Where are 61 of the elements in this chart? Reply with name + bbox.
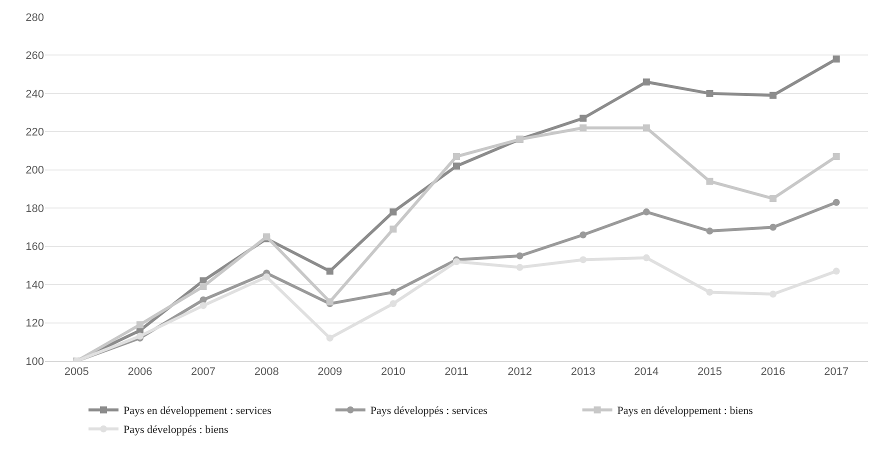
y-tick-label: 260 [26,50,44,62]
x-tick-label: 2008 [254,366,279,378]
x-tick-label: 2010 [380,366,406,378]
y-tick-label: 100 [26,356,44,368]
y-tick-label: 280 [26,12,44,24]
point [326,268,334,275]
point [390,288,397,296]
y-tick-label: 120 [26,318,44,330]
y-tick-label: 140 [26,279,44,292]
point [770,290,777,298]
x-tick-label: 2017 [824,366,849,378]
legend-label: Pays en développement : services [124,405,272,418]
point [516,252,524,260]
y-tick-label: 180 [26,202,44,215]
x-tick-label: 2015 [697,366,722,378]
point [642,78,650,86]
point [706,90,714,97]
point [770,195,777,202]
point [200,302,207,310]
y-tick-label: 240 [26,88,44,100]
point [642,124,650,132]
point [326,334,334,342]
point [832,153,840,160]
legend-label: Pays développés : biens [124,424,228,436]
point [263,273,270,280]
point [390,226,397,233]
point [453,162,460,170]
point [642,208,650,216]
x-tick-label: 2011 [444,366,468,378]
x-tick-label: 2014 [634,366,659,378]
x-tick-label: 2006 [128,366,152,378]
x-tick-label: 2016 [760,366,786,378]
y-tick-label: 200 [26,164,44,177]
point [770,92,777,99]
x-tick-label: 2007 [191,366,216,378]
point [706,178,714,185]
legend-label: Pays en développement : biens [617,405,753,418]
y-tick-label: 160 [26,241,44,254]
point [832,268,840,275]
point [453,153,460,160]
point [200,282,207,290]
point [580,231,587,238]
point [642,254,650,262]
x-tick-label: 2009 [318,366,342,378]
x-tick-label: 2005 [64,366,89,378]
point [390,208,397,216]
y-tick-label: 220 [26,126,44,139]
point [832,56,840,63]
point [580,256,587,264]
point [580,124,587,132]
point [832,198,840,206]
x-tick-label: 2012 [508,366,532,378]
point [390,300,397,308]
x-tick-label: 2013 [570,366,596,378]
point [770,224,777,231]
point [580,114,587,122]
point [706,288,714,296]
point [136,321,144,328]
point [516,264,524,271]
legend-label: Pays développés : services [370,405,488,418]
point [706,228,714,235]
